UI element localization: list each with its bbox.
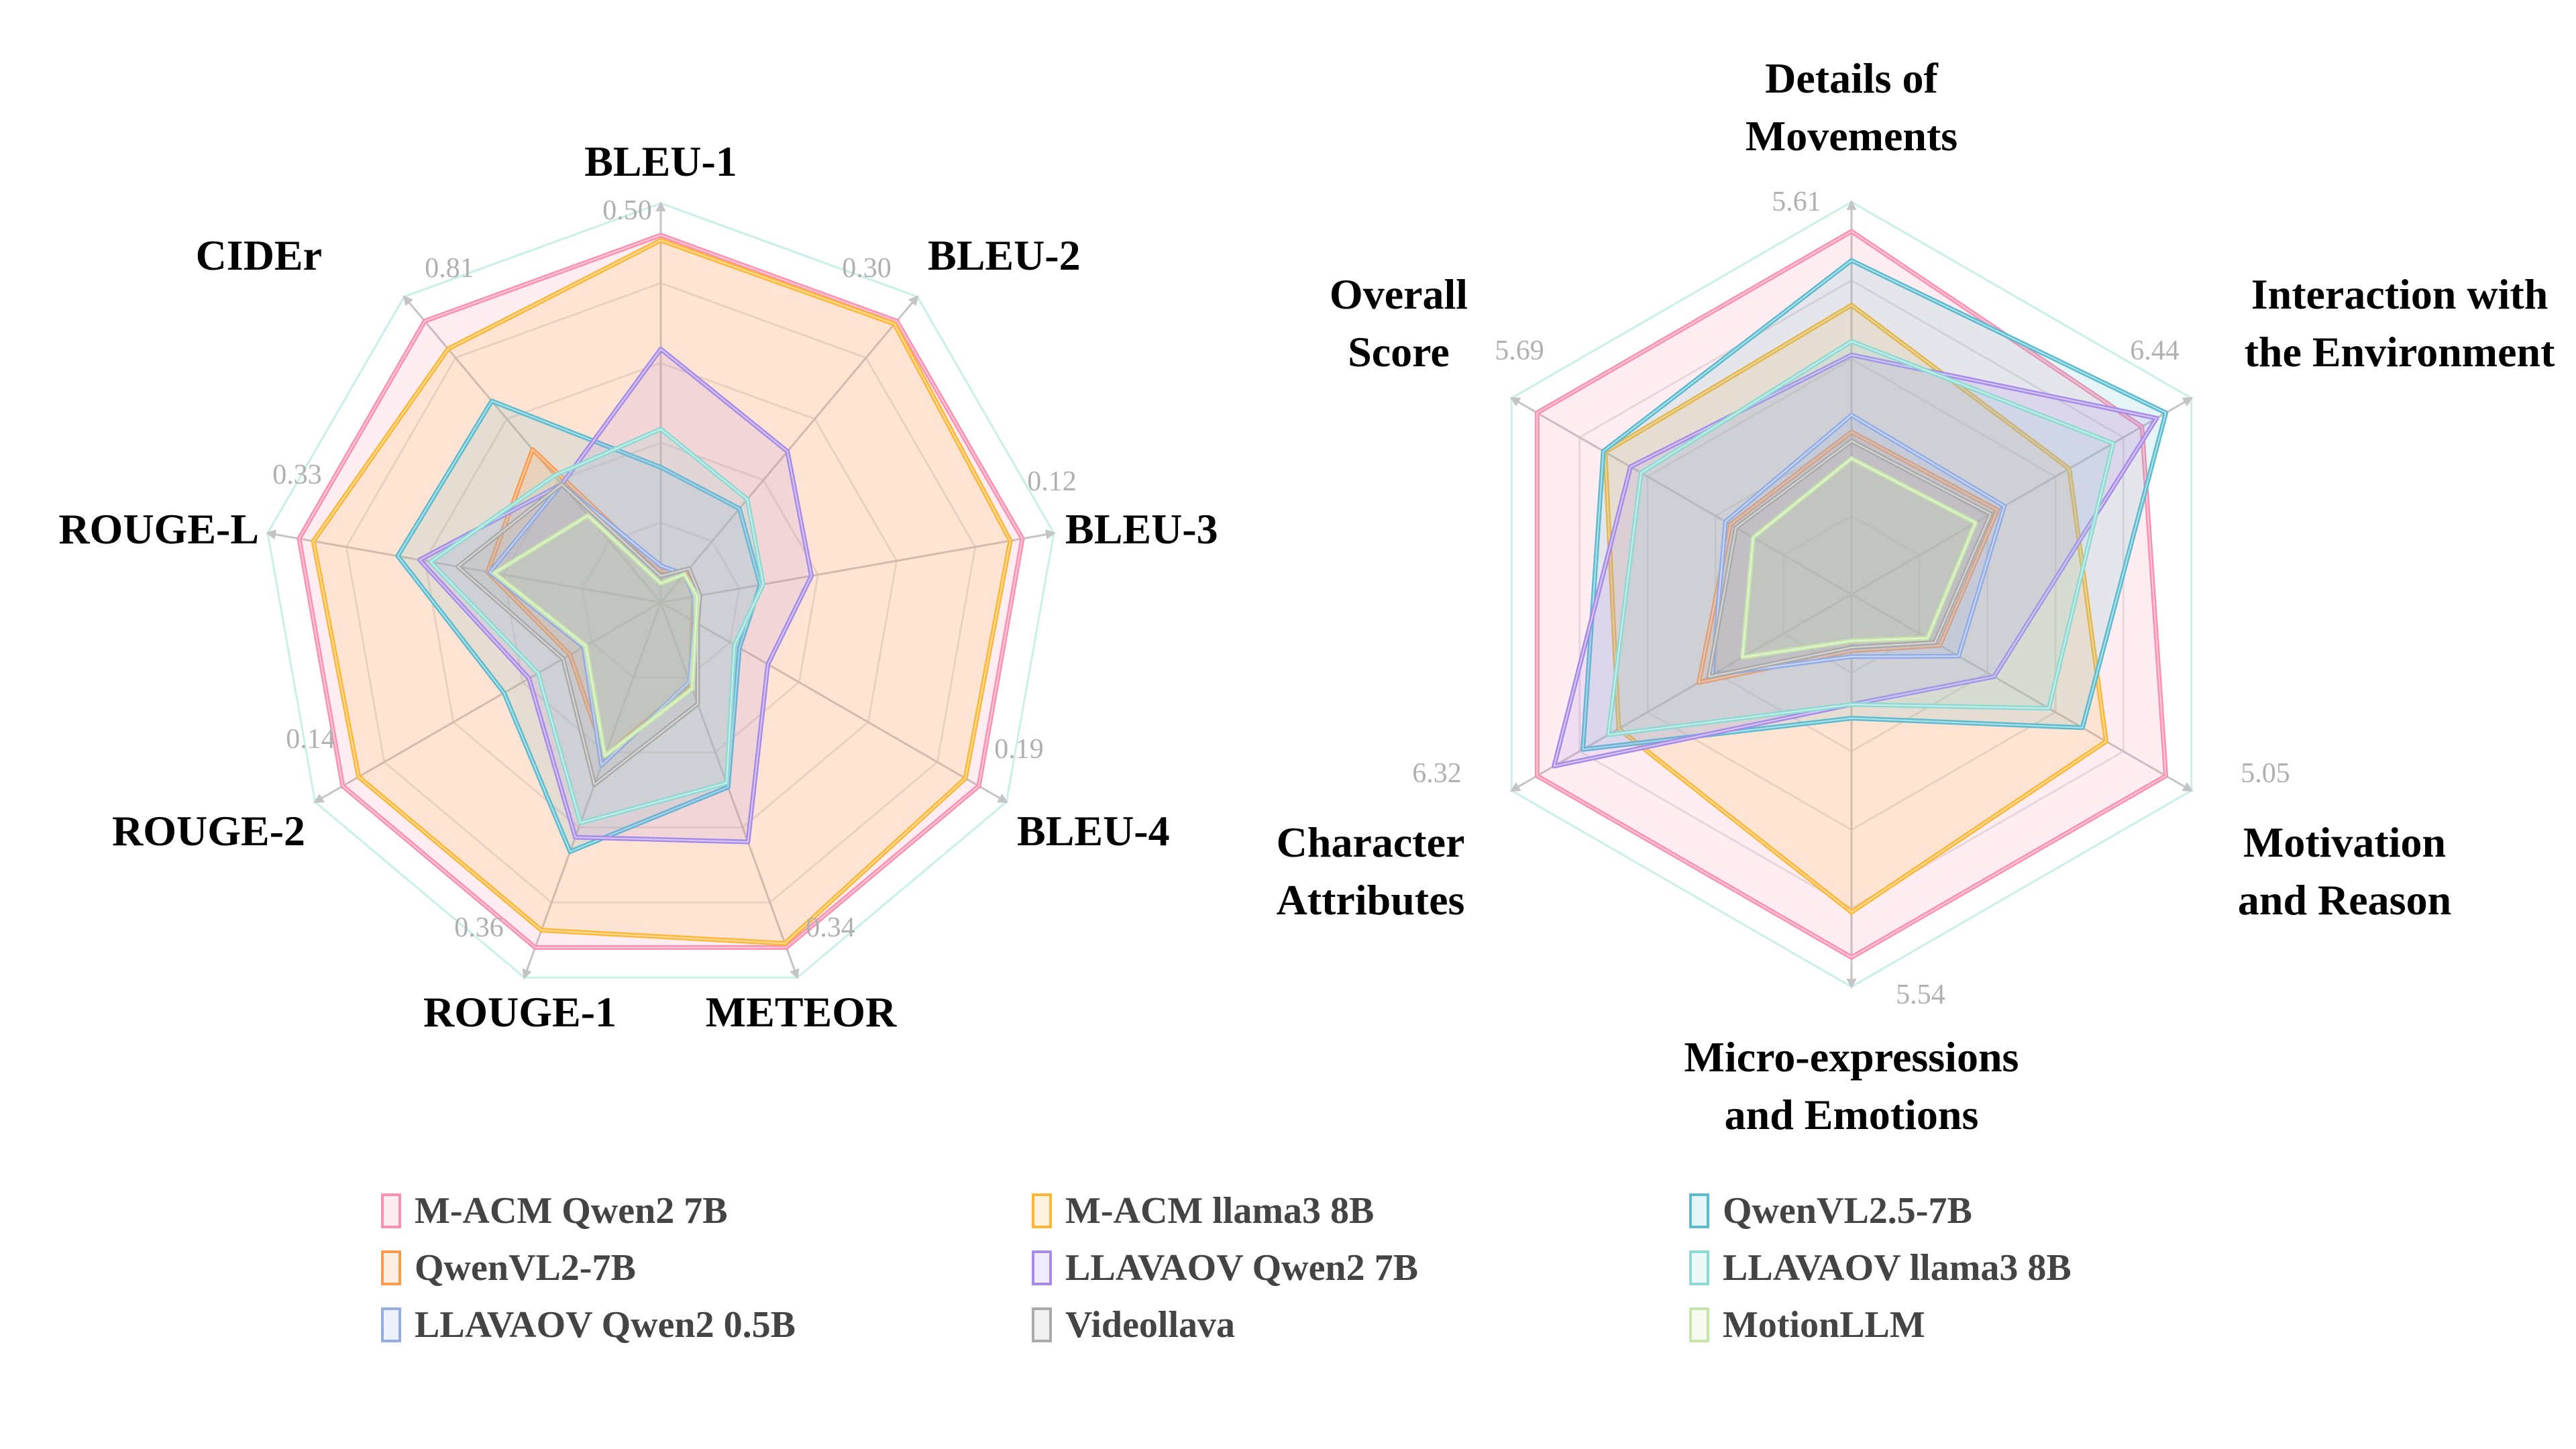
series-area-m-acm-llama3-8b	[1605, 305, 2106, 912]
axis-max-label: 5.61	[1772, 186, 1821, 217]
series-area-llavaov-llama3-8b	[430, 429, 763, 823]
series-area-m-acm-qwen2-7b	[299, 235, 1023, 948]
axis-label-line: Overall	[1330, 270, 1468, 318]
right-radar-chart: 5.61 6.44 5.05 5.54 6.32 5.69 Details of Moveme…	[1277, 54, 2556, 1138]
series-area-motionllm	[494, 515, 697, 756]
axis-label: Details of Movements	[1746, 54, 1957, 160]
axis-label: CIDEr	[196, 231, 322, 279]
series-line-highlight	[493, 515, 698, 757]
axis-max-label: 5.54	[1896, 979, 1945, 1010]
axis-max-label: 0.30	[842, 253, 892, 284]
series-line-highlight	[313, 239, 1012, 945]
series-line-highlight	[429, 428, 764, 824]
series-line-highlight	[298, 234, 1024, 949]
axis-label-line: and Emotions	[1725, 1091, 1979, 1138]
axis-spoke	[660, 529, 1056, 604]
axis-label: ROUGE-2	[112, 807, 305, 855]
series-line-highlight	[1536, 230, 2167, 959]
axis-label: ROUGE-L	[58, 505, 259, 553]
axis-max-label: 0.33	[272, 460, 322, 490]
axis-spoke	[522, 602, 662, 979]
series-area-qwenvl2-5-7b	[397, 400, 761, 852]
axis-label-line: Micro-expressions	[1684, 1033, 2019, 1081]
axis-label-line: Details of	[1765, 54, 1938, 102]
axis-spoke	[660, 601, 1008, 803]
axis-spoke	[659, 602, 800, 979]
axis-spoke	[266, 529, 661, 604]
axis-max-label: 0.81	[425, 253, 474, 284]
axis-max-label: 0.19	[994, 734, 1044, 765]
axis-label: BLEU-2	[928, 231, 1081, 279]
axis-max-label: 0.34	[806, 912, 855, 943]
axis-label: Micro-expressions and Emotions	[1684, 1033, 2019, 1138]
series-area-m-acm-qwen2-7b	[1537, 231, 2166, 958]
series-area-motionllm	[1742, 458, 1976, 657]
axis-spoke	[659, 294, 919, 603]
series-line-highlight	[1607, 340, 2114, 736]
axis-label-line: Character	[1277, 818, 1465, 866]
axis-spoke	[1509, 593, 1852, 792]
series-area-videollava	[1709, 441, 1991, 677]
axis-label: BLEU-3	[1065, 505, 1218, 553]
axis-label: Overall Score	[1330, 270, 1468, 376]
axis-spoke	[1509, 396, 1852, 596]
axis-max-label: 0.14	[286, 724, 335, 755]
axis-label: METEOR	[706, 988, 897, 1036]
axis-spoke	[313, 601, 661, 803]
axis-label-line: Movements	[1746, 112, 1957, 160]
axis-label-line: Interaction with	[2251, 270, 2548, 318]
axis-label: ROUGE-1	[423, 988, 616, 1036]
grid-ring	[266, 202, 1055, 979]
grid-ring	[502, 441, 819, 754]
series-line-highlight	[1711, 414, 2005, 676]
left-radar-chart: 0.50 0.30 0.12 0.19 0.34 0.36 0.14 0.33 0.81 BLEU…	[58, 138, 1218, 1036]
series-line-highlight	[1582, 260, 2167, 751]
axis-label-line: Attributes	[1277, 876, 1465, 924]
series-area-llavaov-qwen2-0-5b	[1712, 415, 2004, 675]
grid-ring	[423, 362, 898, 828]
axis-label-line: the Environment	[2245, 328, 2556, 376]
axis-label-line: Motivation	[2243, 818, 2446, 866]
series-area-llavaov-llama3-8b	[1608, 341, 2114, 735]
axis-max-label: 5.05	[2241, 758, 2290, 789]
grid-ring	[345, 282, 977, 904]
axis-spoke	[1851, 593, 2194, 792]
series-line-highlight	[1708, 440, 1992, 678]
series-line-highlight	[396, 400, 761, 853]
series-area-qwenvl2-7b	[487, 449, 694, 756]
series-line-highlight	[1741, 458, 1976, 658]
series-line-highlight	[1698, 431, 1998, 684]
axis-label: Motivation and Reason	[2238, 818, 2451, 924]
series-area-m-acm-llama3-8b	[313, 240, 1011, 944]
axis-max-label: 0.12	[1027, 466, 1077, 497]
axis-label-line: Score	[1348, 328, 1450, 376]
axis-label: BLEU-4	[1017, 807, 1170, 855]
axis-label: Interaction with the Environment	[2245, 270, 2556, 376]
axis-max-label: 6.32	[1412, 758, 1462, 789]
grid-ring	[581, 521, 741, 679]
axis-label-line: and Reason	[2238, 876, 2451, 924]
axis-max-label: 0.50	[602, 195, 652, 226]
series-area-qwenvl2-5-7b	[1582, 260, 2166, 750]
axis-label: BLEU-1	[584, 138, 737, 185]
series-area-llavaov-qwen2-7b	[1554, 355, 2157, 767]
axis-spoke	[1851, 396, 2194, 596]
series-line-highlight	[457, 483, 701, 786]
series-area-llavaov-qwen2-0-5b	[490, 484, 694, 765]
axis-max-label: 0.36	[454, 912, 504, 943]
axis-max-label: 6.44	[2130, 335, 2180, 366]
axis-label: Character Attributes	[1277, 818, 1465, 924]
axis-max-label: 5.69	[1495, 335, 1544, 366]
